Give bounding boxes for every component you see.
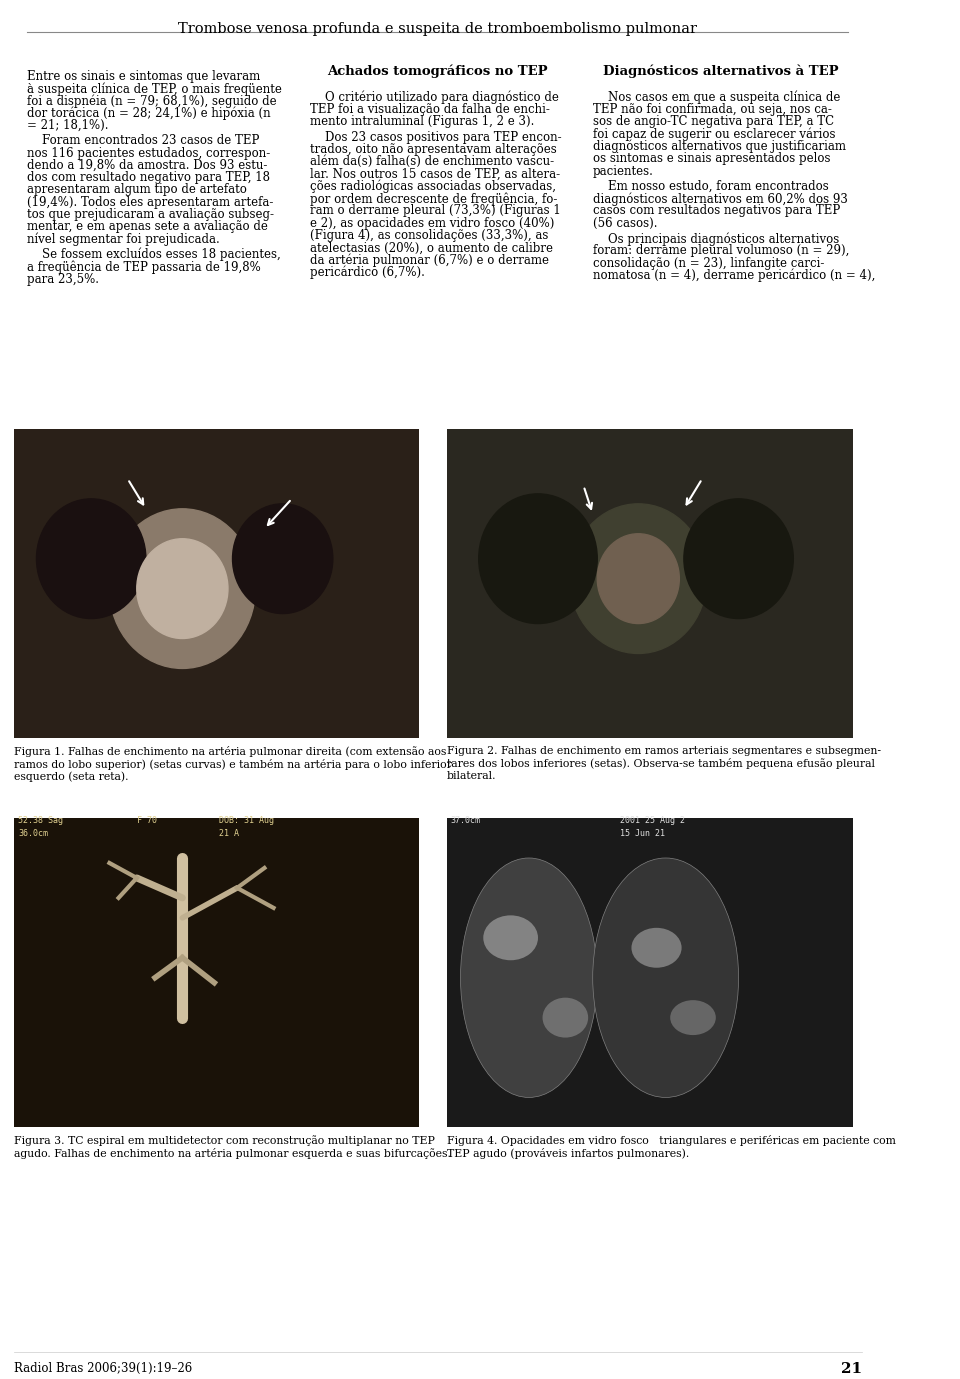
- Circle shape: [597, 534, 680, 623]
- Text: apresentaram algum tipo de artefato: apresentaram algum tipo de artefato: [27, 183, 248, 196]
- Text: (19,4%). Todos eles apresentaram artefa-: (19,4%). Todos eles apresentaram artefa-: [27, 196, 274, 208]
- Text: 2001 25 Aug 2: 2001 25 Aug 2: [620, 816, 685, 825]
- Text: e 2), as opacidades em vidro fosco (40%): e 2), as opacidades em vidro fosco (40%): [310, 217, 555, 230]
- Text: Entre os sinais e sintomas que levaram: Entre os sinais e sintomas que levaram: [27, 70, 260, 83]
- Ellipse shape: [632, 928, 682, 968]
- Text: DOB: 31 Aug: DOB: 31 Aug: [219, 816, 274, 825]
- Bar: [446, 818, 852, 1128]
- Text: da artéria pulmonar (6,7%) e o derrame: da artéria pulmonar (6,7%) e o derrame: [310, 254, 549, 268]
- Text: Diagnósticos alternativos à TEP: Diagnósticos alternativos à TEP: [603, 65, 838, 79]
- Text: tos que prejudicaram a avaliação subseg-: tos que prejudicaram a avaliação subseg-: [27, 208, 275, 221]
- Circle shape: [570, 503, 707, 654]
- Bar: [446, 429, 852, 738]
- Circle shape: [232, 503, 333, 614]
- Text: sos de angio-TC negativa para TEP, a TC: sos de angio-TC negativa para TEP, a TC: [592, 116, 834, 128]
- Circle shape: [136, 539, 228, 638]
- Text: Figura 2. Falhas de enchimento em ramos arteriais segmentares e subsegmen-
tares: Figura 2. Falhas de enchimento em ramos …: [446, 746, 881, 781]
- Text: para 23,5%.: para 23,5%.: [27, 273, 99, 285]
- Text: 21 A: 21 A: [219, 829, 239, 838]
- Text: casos com resultados negativos para TEP: casos com resultados negativos para TEP: [592, 204, 840, 218]
- Ellipse shape: [592, 858, 738, 1098]
- Text: nível segmentar foi prejudicada.: nível segmentar foi prejudicada.: [27, 233, 220, 247]
- Text: os sintomas e sinais apresentados pelos: os sintomas e sinais apresentados pelos: [592, 152, 830, 165]
- Text: Figura 4. Opacidades em vidro fosco   triangulares e periféricas em paciente com: Figura 4. Opacidades em vidro fosco tria…: [446, 1135, 896, 1160]
- Text: além da(s) falha(s) de enchimento vascu-: além da(s) falha(s) de enchimento vascu-: [310, 156, 554, 168]
- Text: 15 Jun 21: 15 Jun 21: [620, 829, 665, 838]
- Text: mentar, e em apenas sete a avaliação de: mentar, e em apenas sete a avaliação de: [27, 221, 268, 233]
- Text: Radiol Bras 2006;39(1):19–26: Radiol Bras 2006;39(1):19–26: [13, 1362, 192, 1375]
- Text: atelectasias (20%), o aumento de calibre: atelectasias (20%), o aumento de calibre: [310, 241, 553, 254]
- Text: (Figura 4), as consolidações (33,3%), as: (Figura 4), as consolidações (33,3%), as: [310, 229, 548, 243]
- Bar: [13, 818, 420, 1128]
- Text: 52.38 Sag: 52.38 Sag: [18, 816, 63, 825]
- Ellipse shape: [483, 916, 538, 960]
- Text: Se fossem excluídos esses 18 pacientes,: Se fossem excluídos esses 18 pacientes,: [27, 248, 281, 262]
- Circle shape: [479, 494, 597, 623]
- Text: Nos casos em que a suspeita clínica de: Nos casos em que a suspeita clínica de: [592, 91, 840, 105]
- Text: ções radiológicas associadas observadas,: ções radiológicas associadas observadas,: [310, 179, 556, 193]
- Text: O critério utilizado para diagnóstico de: O critério utilizado para diagnóstico de: [310, 91, 559, 105]
- Text: nomatosa (n = 4), derrame pericárdico (n = 4),: nomatosa (n = 4), derrame pericárdico (n…: [592, 269, 876, 283]
- Bar: [13, 429, 420, 738]
- Text: 21: 21: [841, 1362, 862, 1376]
- Text: mento intraluminal (Figuras 1, 2 e 3).: mento intraluminal (Figuras 1, 2 e 3).: [310, 116, 535, 128]
- Text: por ordem decrescente de freqüência, fo-: por ordem decrescente de freqüência, fo-: [310, 192, 558, 205]
- Text: dendo a 19,8% da amostra. Dos 93 estu-: dendo a 19,8% da amostra. Dos 93 estu-: [27, 159, 268, 172]
- Text: diagnósticos alternativos em 60,2% dos 93: diagnósticos alternativos em 60,2% dos 9…: [592, 192, 848, 205]
- Text: dos com resultado negativo para TEP, 18: dos com resultado negativo para TEP, 18: [27, 171, 271, 185]
- Text: TEP não foi confirmada, ou seja, nos ca-: TEP não foi confirmada, ou seja, nos ca-: [592, 103, 831, 116]
- Text: 37.0cm: 37.0cm: [450, 816, 480, 825]
- Text: à suspeita clínica de TEP, o mais freqüente: à suspeita clínica de TEP, o mais freqüe…: [27, 83, 282, 95]
- Text: consolidação (n = 23), linfangite carci-: consolidação (n = 23), linfangite carci-: [592, 256, 824, 270]
- Text: (56 casos).: (56 casos).: [592, 217, 658, 230]
- Text: diagnósticos alternativos que justificariam: diagnósticos alternativos que justificar…: [592, 141, 846, 153]
- Circle shape: [684, 499, 793, 619]
- Ellipse shape: [542, 997, 588, 1037]
- Text: Figura 1. Falhas de enchimento na artéria pulmonar direita (com extensão aos
ram: Figura 1. Falhas de enchimento na artéri…: [13, 746, 451, 782]
- Text: Dos 23 casos positivos para TEP encon-: Dos 23 casos positivos para TEP encon-: [310, 131, 562, 143]
- Ellipse shape: [461, 858, 597, 1098]
- Text: a freqüência de TEP passaria de 19,8%: a freqüência de TEP passaria de 19,8%: [27, 261, 261, 274]
- Text: pericárdico (6,7%).: pericárdico (6,7%).: [310, 266, 425, 280]
- Text: nos 116 pacientes estudados, correspon-: nos 116 pacientes estudados, correspon-: [27, 146, 271, 160]
- Text: Os principais diagnósticos alternativos: Os principais diagnósticos alternativos: [592, 232, 839, 245]
- Text: Figura 3. TC espiral em multidetector com reconstrução multiplanar no TEP
agudo.: Figura 3. TC espiral em multidetector co…: [13, 1135, 450, 1158]
- Text: Achados tomográficos no TEP: Achados tomográficos no TEP: [327, 65, 548, 79]
- Text: trados, oito não apresentavam alterações: trados, oito não apresentavam alterações: [310, 143, 557, 156]
- Text: F 70: F 70: [136, 816, 156, 825]
- Text: TEP foi a visualização da falha de enchi-: TEP foi a visualização da falha de enchi…: [310, 103, 550, 116]
- Text: Trombose venosa profunda e suspeita de tromboembolismo pulmonar: Trombose venosa profunda e suspeita de t…: [179, 22, 697, 36]
- Text: lar. Nos outros 15 casos de TEP, as altera-: lar. Nos outros 15 casos de TEP, as alte…: [310, 168, 560, 181]
- Text: foi a dispnéia (n = 79; 68,1%), seguido de: foi a dispnéia (n = 79; 68,1%), seguido …: [27, 94, 277, 108]
- Text: Foram encontrados 23 casos de TEP: Foram encontrados 23 casos de TEP: [27, 134, 260, 148]
- Ellipse shape: [670, 1000, 716, 1036]
- Circle shape: [36, 499, 146, 619]
- Text: foram: derrame pleural volumoso (n = 29),: foram: derrame pleural volumoso (n = 29)…: [592, 244, 849, 258]
- Text: ram o derrame pleural (73,3%) (Figuras 1: ram o derrame pleural (73,3%) (Figuras 1: [310, 204, 561, 218]
- Text: = 21; 18,1%).: = 21; 18,1%).: [27, 119, 108, 132]
- Text: 36.0cm: 36.0cm: [18, 829, 48, 838]
- Text: foi capaz de sugerir ou esclarecer vários: foi capaz de sugerir ou esclarecer vário…: [592, 128, 835, 141]
- Circle shape: [109, 509, 255, 669]
- Text: Em nosso estudo, foram encontrados: Em nosso estudo, foram encontrados: [592, 179, 828, 193]
- Text: pacientes.: pacientes.: [592, 164, 654, 178]
- Text: dor torácica (n = 28; 24,1%) e hipóxia (n: dor torácica (n = 28; 24,1%) e hipóxia (…: [27, 106, 271, 120]
